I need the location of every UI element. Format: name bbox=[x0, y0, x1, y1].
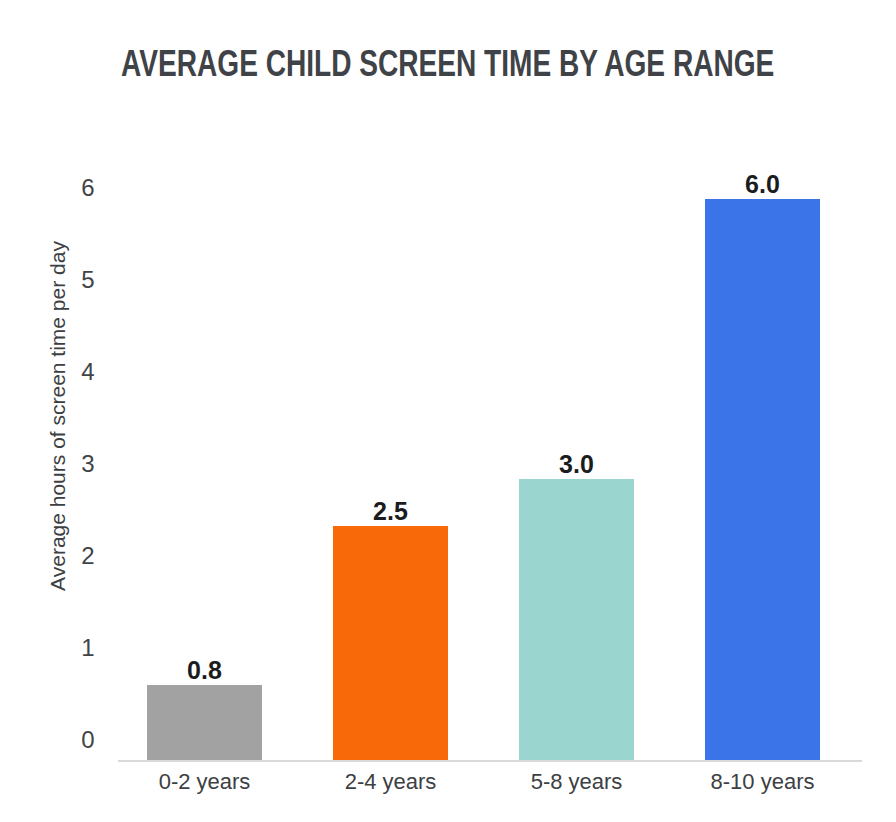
y-tick-label: 4 bbox=[64, 358, 112, 386]
bar bbox=[519, 479, 634, 760]
x-tick-label: 2-4 years bbox=[298, 769, 484, 795]
chart-canvas: AVERAGE CHILD SCREEN TIME BY AGE RANGE A… bbox=[0, 0, 896, 822]
bar-value-label: 0.8 bbox=[147, 657, 262, 683]
bar bbox=[147, 685, 262, 760]
x-tick-label: 0-2 years bbox=[112, 769, 298, 795]
y-tick-label: 6 bbox=[64, 174, 112, 202]
chart-title: AVERAGE CHILD SCREEN TIME BY AGE RANGE bbox=[121, 42, 774, 86]
chart-title-row: AVERAGE CHILD SCREEN TIME BY AGE RANGE bbox=[0, 42, 896, 86]
bar-value-label: 2.5 bbox=[333, 498, 448, 524]
bar-value-label: 3.0 bbox=[519, 451, 634, 477]
y-tick-label: 2 bbox=[64, 542, 112, 570]
y-tick-label: 0 bbox=[64, 726, 112, 754]
x-tick-label: 5-8 years bbox=[484, 769, 670, 795]
bar bbox=[705, 199, 820, 760]
y-tick-label: 3 bbox=[64, 450, 112, 478]
y-tick-label: 5 bbox=[64, 266, 112, 294]
bar-value-label: 6.0 bbox=[705, 171, 820, 197]
x-tick-label: 8-10 years bbox=[670, 769, 856, 795]
x-axis-line bbox=[118, 760, 862, 762]
y-tick-label: 1 bbox=[64, 634, 112, 662]
bar bbox=[333, 526, 448, 760]
